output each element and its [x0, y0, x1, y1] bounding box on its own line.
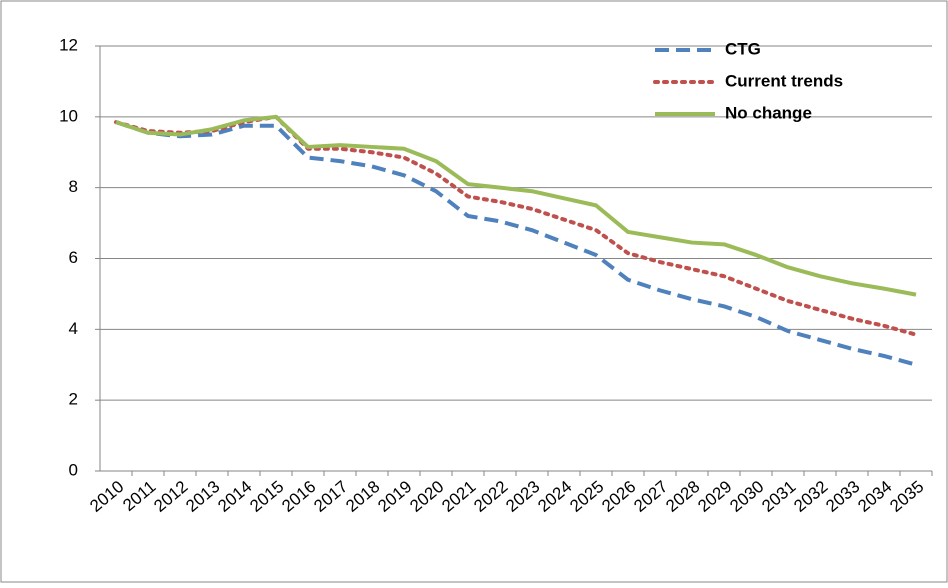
- legend-label: No change: [725, 103, 812, 122]
- legend-label: Current trends: [725, 71, 843, 90]
- series-line: [115, 114, 917, 297]
- y-tick-label: 12: [59, 35, 78, 54]
- legend-label: CTG: [725, 39, 761, 58]
- series-line: [115, 120, 917, 367]
- y-tick-label: 4: [69, 319, 78, 338]
- y-tick-label: 8: [69, 177, 78, 196]
- y-tick-label: 10: [59, 106, 78, 125]
- y-tick-label: 2: [69, 390, 78, 409]
- y-tick-label: 0: [69, 460, 78, 479]
- y-tick-label: 6: [69, 248, 78, 267]
